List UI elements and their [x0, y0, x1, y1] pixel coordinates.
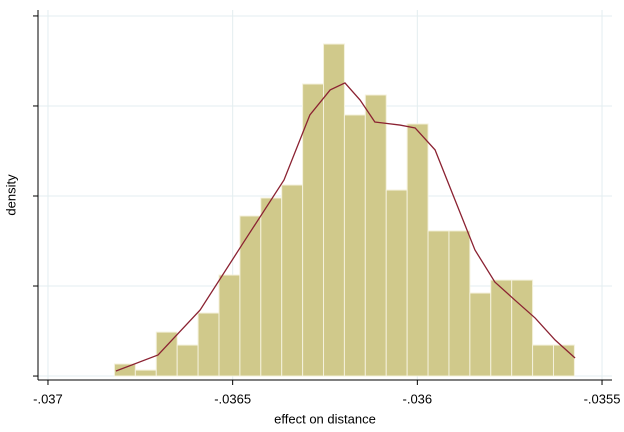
bar — [364, 94, 387, 377]
x-axis-label: effect on distance — [274, 411, 376, 426]
x-tick-label: -.0355 — [584, 391, 621, 406]
bar — [406, 123, 429, 377]
bar — [239, 215, 262, 377]
bar — [302, 83, 325, 377]
density-curve — [115, 82, 576, 372]
x-tick-label: -.037 — [33, 391, 63, 406]
bar — [281, 184, 304, 377]
y-axis-label: density — [3, 174, 18, 216]
bar — [552, 344, 575, 377]
bar — [448, 230, 471, 377]
bar — [385, 189, 408, 377]
bar — [134, 369, 157, 377]
bar — [260, 197, 283, 377]
bar — [343, 114, 366, 377]
bar — [218, 274, 241, 377]
bar — [197, 312, 220, 377]
x-tick-label: -.0365 — [214, 391, 251, 406]
bar — [511, 279, 534, 377]
bar — [469, 292, 492, 377]
bar — [427, 230, 450, 377]
x-tick-label: -.036 — [403, 391, 433, 406]
bar — [176, 344, 199, 377]
bar — [532, 344, 554, 377]
